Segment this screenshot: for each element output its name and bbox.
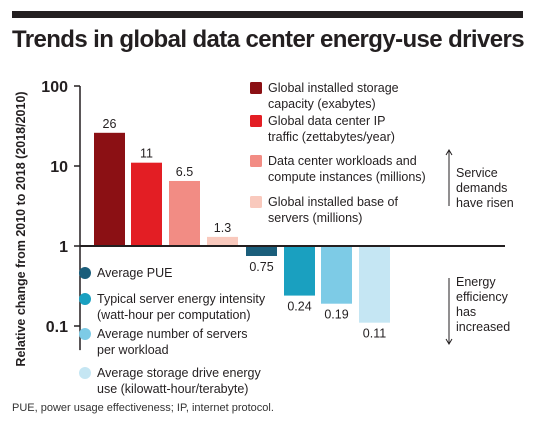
legend-efficiency-marker (79, 367, 91, 379)
data-label: 6.5 (176, 165, 193, 179)
data-label: 0.11 (363, 327, 386, 341)
legend-efficiency-label: Typical server energy intensity (97, 292, 266, 306)
data-label: 0.24 (287, 300, 311, 314)
legend-efficiency-label: (watt-hour per computation) (97, 308, 251, 322)
legend-demand-marker (250, 82, 262, 94)
legend-efficiency-label: Average PUE (97, 266, 173, 280)
legend-efficiency-label: use (kilowatt-hour/terabyte) (97, 382, 248, 396)
bar (246, 246, 277, 256)
legend-demand-marker (250, 155, 262, 167)
annotation-text: Energy (456, 275, 496, 289)
annotation-text: efficiency (456, 290, 509, 304)
footnote: PUE, power usage effectiveness; IP, inte… (12, 402, 274, 414)
legend-demand-label: compute instances (millions) (268, 170, 426, 184)
bar-chart: Relative change from 2010 to 2018 (2018/… (14, 79, 514, 396)
data-label: 0.19 (324, 308, 348, 322)
legend-demand-label: Data center workloads and (268, 154, 417, 168)
legend-demand-label: traffic (zettabytes/year) (268, 130, 395, 144)
legend-efficiency-label: Average number of servers (97, 327, 248, 341)
annotation-text: increased (456, 320, 510, 334)
legend-demand-label: servers (millions) (268, 211, 362, 225)
annotation-arrowhead (445, 338, 453, 345)
legend-efficiency-marker (79, 328, 91, 340)
chart-title: Trends in global data center energy-use … (12, 26, 525, 53)
legend-efficiency-label: per workload (97, 343, 169, 357)
bar (284, 246, 315, 296)
legend-efficiency-marker (79, 293, 91, 305)
y-tick-label: 0.1 (46, 319, 68, 336)
legend-demand-label: capacity (exabytes) (268, 97, 376, 111)
annotation-text: demands (456, 181, 507, 195)
top-rule (12, 11, 523, 18)
legend-demand-marker (250, 196, 262, 208)
data-label: 1.3 (214, 221, 231, 235)
annotation-text: have risen (456, 196, 514, 210)
legend-efficiency-marker (79, 267, 91, 279)
legend-demand-marker (250, 115, 262, 127)
y-tick-label: 1 (59, 239, 68, 256)
y-axis-label: Relative change from 2010 to 2018 (2018/… (14, 91, 28, 366)
annotation-text: has (456, 305, 476, 319)
data-label: 0.75 (249, 260, 273, 274)
bar (359, 246, 390, 323)
data-label: 11 (140, 147, 153, 161)
y-tick-label: 100 (41, 79, 68, 96)
legend-efficiency-label: Average storage drive energy (97, 366, 262, 380)
bar (207, 236, 238, 246)
legend-demand-label: Global installed storage (268, 81, 399, 95)
legend-demand-label: Global data center IP (268, 114, 385, 128)
bar (94, 132, 125, 246)
y-tick-label: 10 (50, 159, 68, 176)
annotation-arrowhead (445, 149, 453, 156)
bar (169, 180, 200, 246)
legend-demand-label: Global installed base of (268, 195, 398, 209)
data-label: 26 (103, 117, 117, 131)
annotation-text: Service (456, 166, 498, 180)
bar (321, 246, 352, 304)
bar (131, 162, 162, 246)
